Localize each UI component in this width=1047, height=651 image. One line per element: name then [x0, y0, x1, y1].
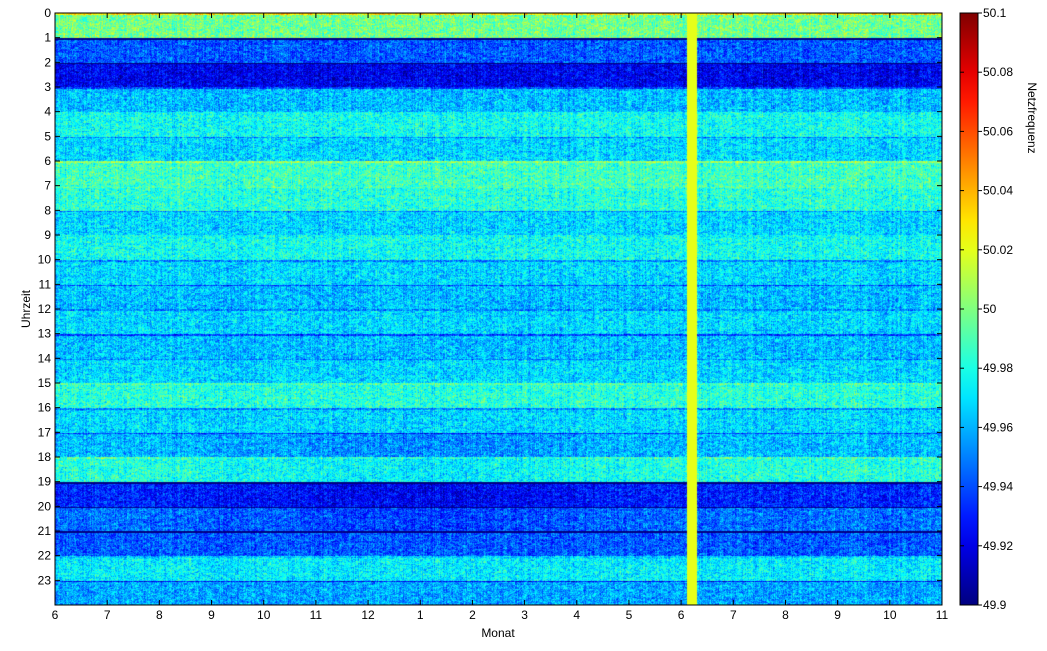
x-tick-label-13: 7: [730, 608, 737, 622]
colorbar-tick-label-1: 49.92: [983, 539, 1013, 553]
y-tick-label-12: 12: [38, 302, 52, 316]
x-tick-label-1: 7: [104, 608, 111, 622]
heatmap-cells: [55, 13, 942, 605]
colorbar-tick-label-5: 50: [983, 302, 997, 316]
heatmap-area: [55, 13, 942, 605]
y-tick-label-10: 10: [38, 253, 52, 267]
y-tick-label-20: 20: [38, 499, 52, 513]
y-tick-label-13: 13: [38, 327, 52, 341]
y-tick-label-11: 11: [39, 277, 52, 291]
y-tick-label-14: 14: [38, 351, 52, 365]
x-tick-label-8: 2: [469, 608, 476, 622]
colorbar-tick-label-4: 49.98: [983, 361, 1013, 375]
x-tick-label-7: 1: [417, 608, 424, 622]
y-tick-label-16: 16: [38, 401, 52, 415]
x-tick-label-4: 10: [257, 608, 271, 622]
y-tick-label-22: 22: [38, 549, 52, 563]
y-tick-label-6: 6: [44, 154, 51, 168]
x-tick-label-3: 9: [208, 608, 215, 622]
y-tick-label-1: 1: [44, 31, 51, 45]
x-tick-label-17: 11: [936, 608, 949, 622]
y-tick-label-19: 19: [38, 475, 52, 489]
x-ticks: [54, 13, 943, 605]
y-tick-label-23: 23: [38, 573, 52, 587]
colorbar-tick-label-8: 50.06: [983, 124, 1013, 138]
x-tick-label-9: 3: [521, 608, 528, 622]
colorbar-label: Netzfrequenz: [1025, 82, 1039, 153]
colorbar-tick-label-9: 50.08: [983, 65, 1013, 79]
x-tick-label-5: 11: [310, 608, 323, 622]
colorbar-tick-label-2: 49.94: [983, 480, 1013, 494]
x-tick-label-0: 6: [52, 608, 59, 622]
x-tick-labels: 6 7 8 9 10 11 12 1 2 3 4 5 6 7 8 9 10 11: [52, 608, 949, 622]
y-tick-label-9: 9: [44, 228, 51, 242]
x-tick-label-2: 8: [156, 608, 163, 622]
x-tick-label-6: 12: [361, 608, 375, 622]
y-tick-label-2: 2: [44, 55, 51, 69]
y-axis-label: Uhrzeit: [19, 289, 33, 328]
x-axis-label: Monat: [481, 626, 515, 640]
colorbar-tick-label-10: 50.1: [983, 6, 1007, 20]
y-tick-label-4: 4: [44, 105, 51, 119]
y-tick-label-21: 21: [38, 524, 52, 538]
y-tick-label-3: 3: [44, 80, 51, 94]
x-tick-label-12: 6: [678, 608, 685, 622]
y-tick-label-17: 17: [38, 425, 52, 439]
colorbar-tick-label-6: 50.02: [983, 243, 1013, 257]
y-tick-label-7: 7: [44, 179, 51, 193]
colorbar-tick-label-0: 49.9: [983, 598, 1007, 612]
y-tick-label-0: 0: [44, 6, 51, 20]
y-tick-label-5: 5: [44, 129, 51, 143]
y-ticks: [55, 12, 942, 581]
x-tick-label-10: 4: [573, 608, 580, 622]
colorbar: [960, 13, 978, 605]
x-tick-label-14: 8: [782, 608, 789, 622]
colorbar-ticks: [960, 12, 982, 606]
x-tick-label-15: 9: [834, 608, 841, 622]
y-tick-label-15: 15: [38, 376, 52, 390]
colorbar-tick-labels: 49.9 49.92 49.94 49.96 49.98 50 50.02 50.04 50.0…: [983, 6, 1013, 612]
x-tick-label-11: 5: [626, 608, 633, 622]
y-tick-label-18: 18: [38, 450, 52, 464]
colorbar-tick-label-7: 50.04: [983, 184, 1013, 198]
x-tick-label-16: 10: [883, 608, 897, 622]
colorbar-tick-label-3: 49.96: [983, 420, 1013, 434]
y-tick-label-8: 8: [44, 203, 51, 217]
